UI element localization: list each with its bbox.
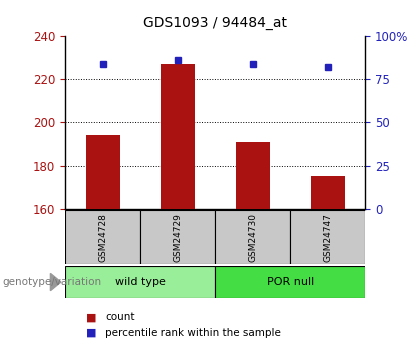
- Text: genotype/variation: genotype/variation: [2, 277, 101, 287]
- Bar: [215, 266, 365, 298]
- Bar: [236, 142, 270, 209]
- Bar: [65, 266, 215, 298]
- Text: percentile rank within the sample: percentile rank within the sample: [105, 328, 281, 338]
- Text: GSM24728: GSM24728: [98, 213, 107, 262]
- Text: ■: ■: [86, 328, 97, 338]
- Text: GSM24729: GSM24729: [173, 213, 182, 262]
- Text: wild type: wild type: [115, 277, 165, 287]
- Bar: [290, 210, 365, 264]
- Bar: [161, 64, 194, 209]
- Bar: [311, 176, 345, 209]
- Polygon shape: [50, 273, 61, 290]
- Text: GSM24730: GSM24730: [248, 213, 257, 262]
- Text: GSM24747: GSM24747: [323, 213, 332, 262]
- Text: GDS1093 / 94484_at: GDS1093 / 94484_at: [143, 16, 287, 30]
- Bar: [86, 135, 120, 209]
- Text: count: count: [105, 313, 134, 322]
- Bar: [65, 210, 140, 264]
- Text: ■: ■: [86, 313, 97, 322]
- Bar: [215, 210, 290, 264]
- Bar: [140, 210, 215, 264]
- Text: POR null: POR null: [267, 277, 314, 287]
